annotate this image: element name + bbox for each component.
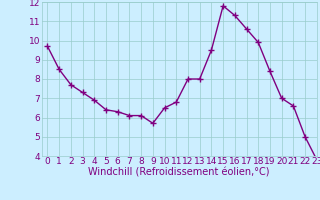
X-axis label: Windchill (Refroidissement éolien,°C): Windchill (Refroidissement éolien,°C)	[88, 168, 270, 178]
